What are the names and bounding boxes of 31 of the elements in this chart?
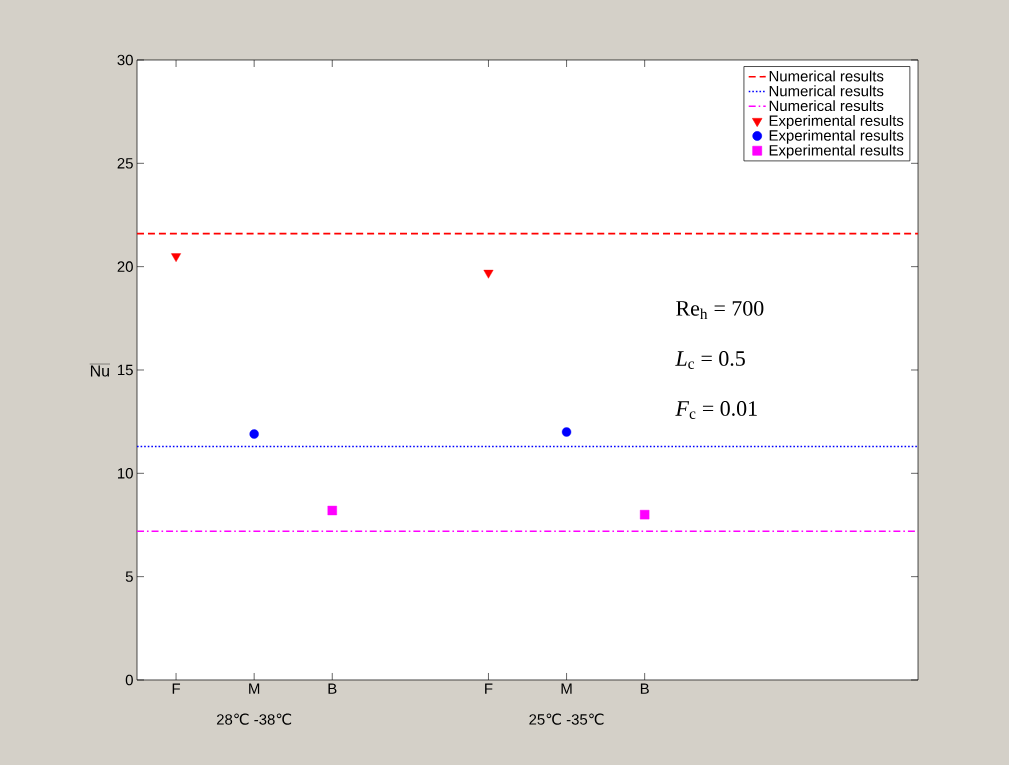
legend-label: Experimental results bbox=[769, 144, 904, 159]
x-tick-label: M bbox=[561, 683, 572, 694]
point bbox=[171, 253, 181, 262]
legend-label: Numerical results bbox=[769, 70, 884, 82]
legend-label: Experimental results bbox=[769, 129, 904, 144]
point bbox=[249, 429, 259, 439]
y-tick-label: 5 bbox=[125, 571, 133, 582]
y-tick-label: 0 bbox=[125, 674, 133, 686]
x-tick-label: B bbox=[640, 683, 649, 694]
text: 25℃ -35℃ bbox=[529, 713, 604, 725]
legend-label: Experimental results bbox=[769, 114, 904, 129]
y-tick-label: 15 bbox=[118, 364, 133, 376]
y-tick-label: 10 bbox=[118, 468, 133, 479]
x-tick-label: F bbox=[485, 683, 493, 694]
legend-label: Numerical results bbox=[769, 100, 884, 112]
point bbox=[639, 509, 650, 520]
text: 28℃ -38℃ bbox=[216, 713, 292, 725]
point bbox=[561, 427, 572, 437]
y-axis-title: $\overline{\mathrm{Nu}}$ bbox=[89, 364, 111, 377]
legend-label: Numerical results bbox=[769, 85, 884, 97]
annotation: F$_{c}$ = 0.01 bbox=[675, 401, 757, 419]
point bbox=[327, 505, 337, 516]
point bbox=[483, 269, 494, 279]
y-tick-label: 20 bbox=[117, 261, 133, 272]
x-tick-label: M bbox=[249, 683, 260, 694]
y-tick-label: 25 bbox=[117, 158, 133, 169]
annotation: Re$_{h}$ = 700 bbox=[676, 300, 764, 320]
x-tick-label: F bbox=[172, 683, 181, 694]
annotation: L$_{c}$ = 0.5 bbox=[675, 351, 745, 369]
y-tick-label: 30 bbox=[117, 54, 133, 66]
x-tick-label: B bbox=[328, 683, 337, 694]
